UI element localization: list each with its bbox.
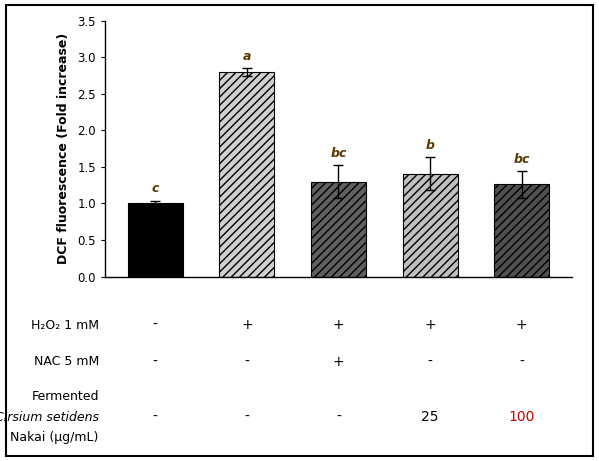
Text: b: b [425, 139, 434, 152]
Text: -: - [153, 410, 158, 424]
Bar [219, 72, 274, 277]
Text: -: - [428, 355, 432, 369]
Text: -: - [336, 410, 341, 424]
Text: c: c [152, 183, 159, 195]
Text: Fermented: Fermented [31, 390, 99, 403]
Text: +: + [241, 318, 253, 332]
Text: -: - [244, 355, 249, 369]
Bar [494, 184, 549, 277]
Text: -: - [153, 318, 158, 332]
Text: bc: bc [330, 148, 347, 160]
Text: 100: 100 [509, 410, 535, 424]
Text: -: - [153, 355, 158, 369]
Text: 25: 25 [421, 410, 439, 424]
Text: -: - [519, 355, 524, 369]
Text: a: a [243, 50, 251, 63]
Text: NAC 5 mM: NAC 5 mM [34, 355, 99, 368]
Bar [403, 173, 458, 277]
Text: -: - [244, 410, 249, 424]
Bar [128, 203, 183, 277]
Text: bc: bc [513, 153, 530, 166]
Text: +: + [516, 318, 528, 332]
Text: Cirsium setidens: Cirsium setidens [0, 411, 99, 424]
Text: +: + [424, 318, 436, 332]
Text: Nakai (μg/mL): Nakai (μg/mL) [10, 431, 99, 443]
Y-axis label: DCF fluorescence (Fold increase): DCF fluorescence (Fold increase) [58, 33, 70, 264]
Bar [311, 182, 366, 277]
Text: +: + [332, 355, 344, 369]
Text: +: + [332, 318, 344, 332]
Text: H₂O₂ 1 mM: H₂O₂ 1 mM [31, 319, 99, 331]
